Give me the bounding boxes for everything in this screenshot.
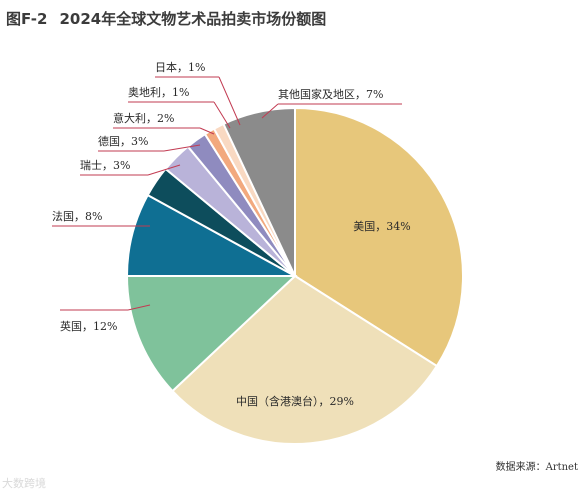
leader-line-9-1 [261,103,279,119]
leader-line-7-1 [213,101,231,129]
slice-label-8: 日本，1% [155,60,205,74]
slice-label-1: 中国（含港澳台），29% [236,394,354,408]
slice-label-6: 意大利，2% [113,111,174,125]
slice-label-0: 美国，34% [353,220,410,233]
leader-line-5-1 [163,144,201,152]
slice-label-3: 法国，8% [52,209,102,223]
chart-title: 图F-2 2024年全球文物艺术品拍卖市场份额图 [6,8,326,29]
slice-label-9: 其他国家及地区，7% [278,87,383,101]
source-note: 数据来源：Artnet [495,462,578,473]
leader-line-8-1 [218,76,241,126]
figure-label: 图F-2 [6,10,48,28]
slice-label-7: 奥地利，1% [128,85,189,99]
pie-slice-9 [222,106,296,277]
title-text: 2024年全球文物艺术品拍卖市场份额图 [59,10,327,28]
slice-label-2: 英国，12% [60,319,117,333]
leader-line-4-1 [147,164,181,176]
slice-label-5: 德国，3% [98,134,148,148]
leader-line-6-1 [199,127,215,135]
pie-slice-2 [125,275,298,393]
slice-label-4: 瑞士，3% [80,158,130,172]
pie-slice-1 [171,274,439,445]
leader-line-2-1 [127,304,151,311]
watermark-text: 大数跨境 [2,477,46,490]
